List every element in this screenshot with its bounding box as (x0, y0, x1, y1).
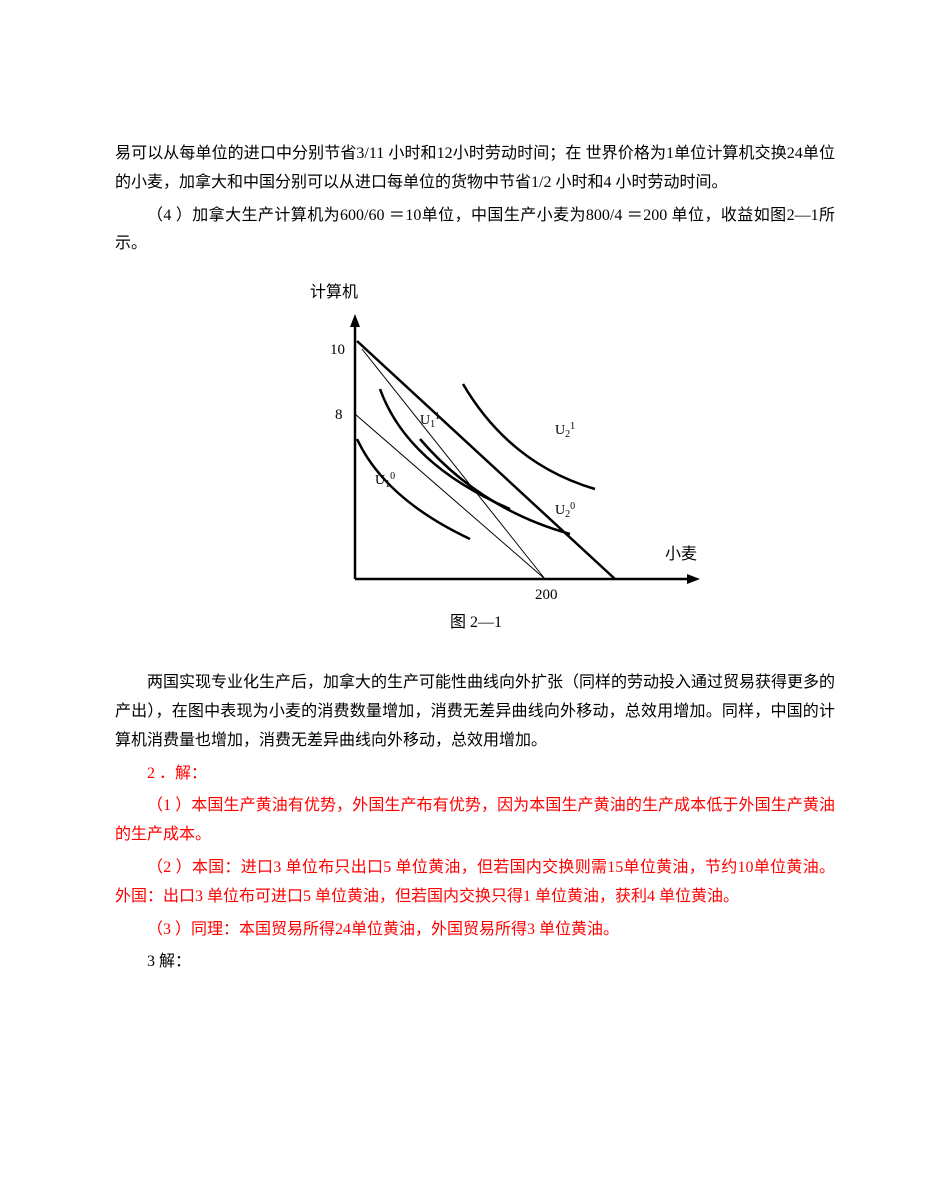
thick-ppf-line (357, 341, 615, 579)
thin-ppf-line-2 (355, 414, 545, 579)
paragraph-5: （1 ）本国生产黄油有优势，外国生产布有优势，因为本国生产黄油的生产成本低于外国… (115, 792, 835, 850)
paragraph-1: 易可以从每单位的进口中分别节省3/11 小时和12小时劳动时间；在 世界价格为1… (115, 140, 835, 198)
paragraph-3: 两国实现专业化生产后，加拿大的生产可能性曲线向外扩张（同样的劳动投入通过贸易获得… (115, 669, 835, 755)
chart-container: 计算机 10 8 200 U11 U10 U21 U20 (115, 279, 835, 639)
ppf-chart: 10 8 200 U11 U10 U21 U20 小麦 (295, 309, 745, 619)
label-u2-1: U21 (555, 421, 575, 440)
y-tick-8: 8 (335, 407, 343, 423)
paragraph-8: 3 解： (115, 948, 835, 977)
y-axis-arrow (350, 314, 360, 327)
curve-u1-0 (357, 439, 470, 539)
paragraph-4: 2 ．解： (115, 760, 835, 789)
chart-caption: 图 2—1 (450, 609, 502, 638)
paragraph-6: （2 ）本国：进口3 单位布只出口5 单位黄油，但若国内交换则需15单位黄油，节… (115, 854, 835, 912)
x-axis-arrow (687, 574, 700, 584)
label-u1-1: U11 (420, 411, 440, 430)
curve-u2-1 (463, 384, 595, 489)
label-u2-0: U20 (555, 501, 575, 520)
paragraph-2: （4 ）加拿大生产计算机为600/60 ＝10单位，中国生产小麦为800/4 ＝… (115, 202, 835, 260)
curve-u1-1 (380, 389, 510, 509)
thin-ppf-line-1 (362, 349, 545, 579)
x-tick-200: 200 (535, 587, 558, 603)
curve-u2-0 (420, 439, 570, 534)
y-axis-label: 计算机 (310, 279, 358, 308)
y-tick-10: 10 (330, 342, 345, 358)
x-axis-label: 小麦 (665, 545, 697, 563)
paragraph-7: （3 ）同理：本国贸易所得24单位黄油，外国贸易所得3 单位黄油。 (115, 916, 835, 945)
